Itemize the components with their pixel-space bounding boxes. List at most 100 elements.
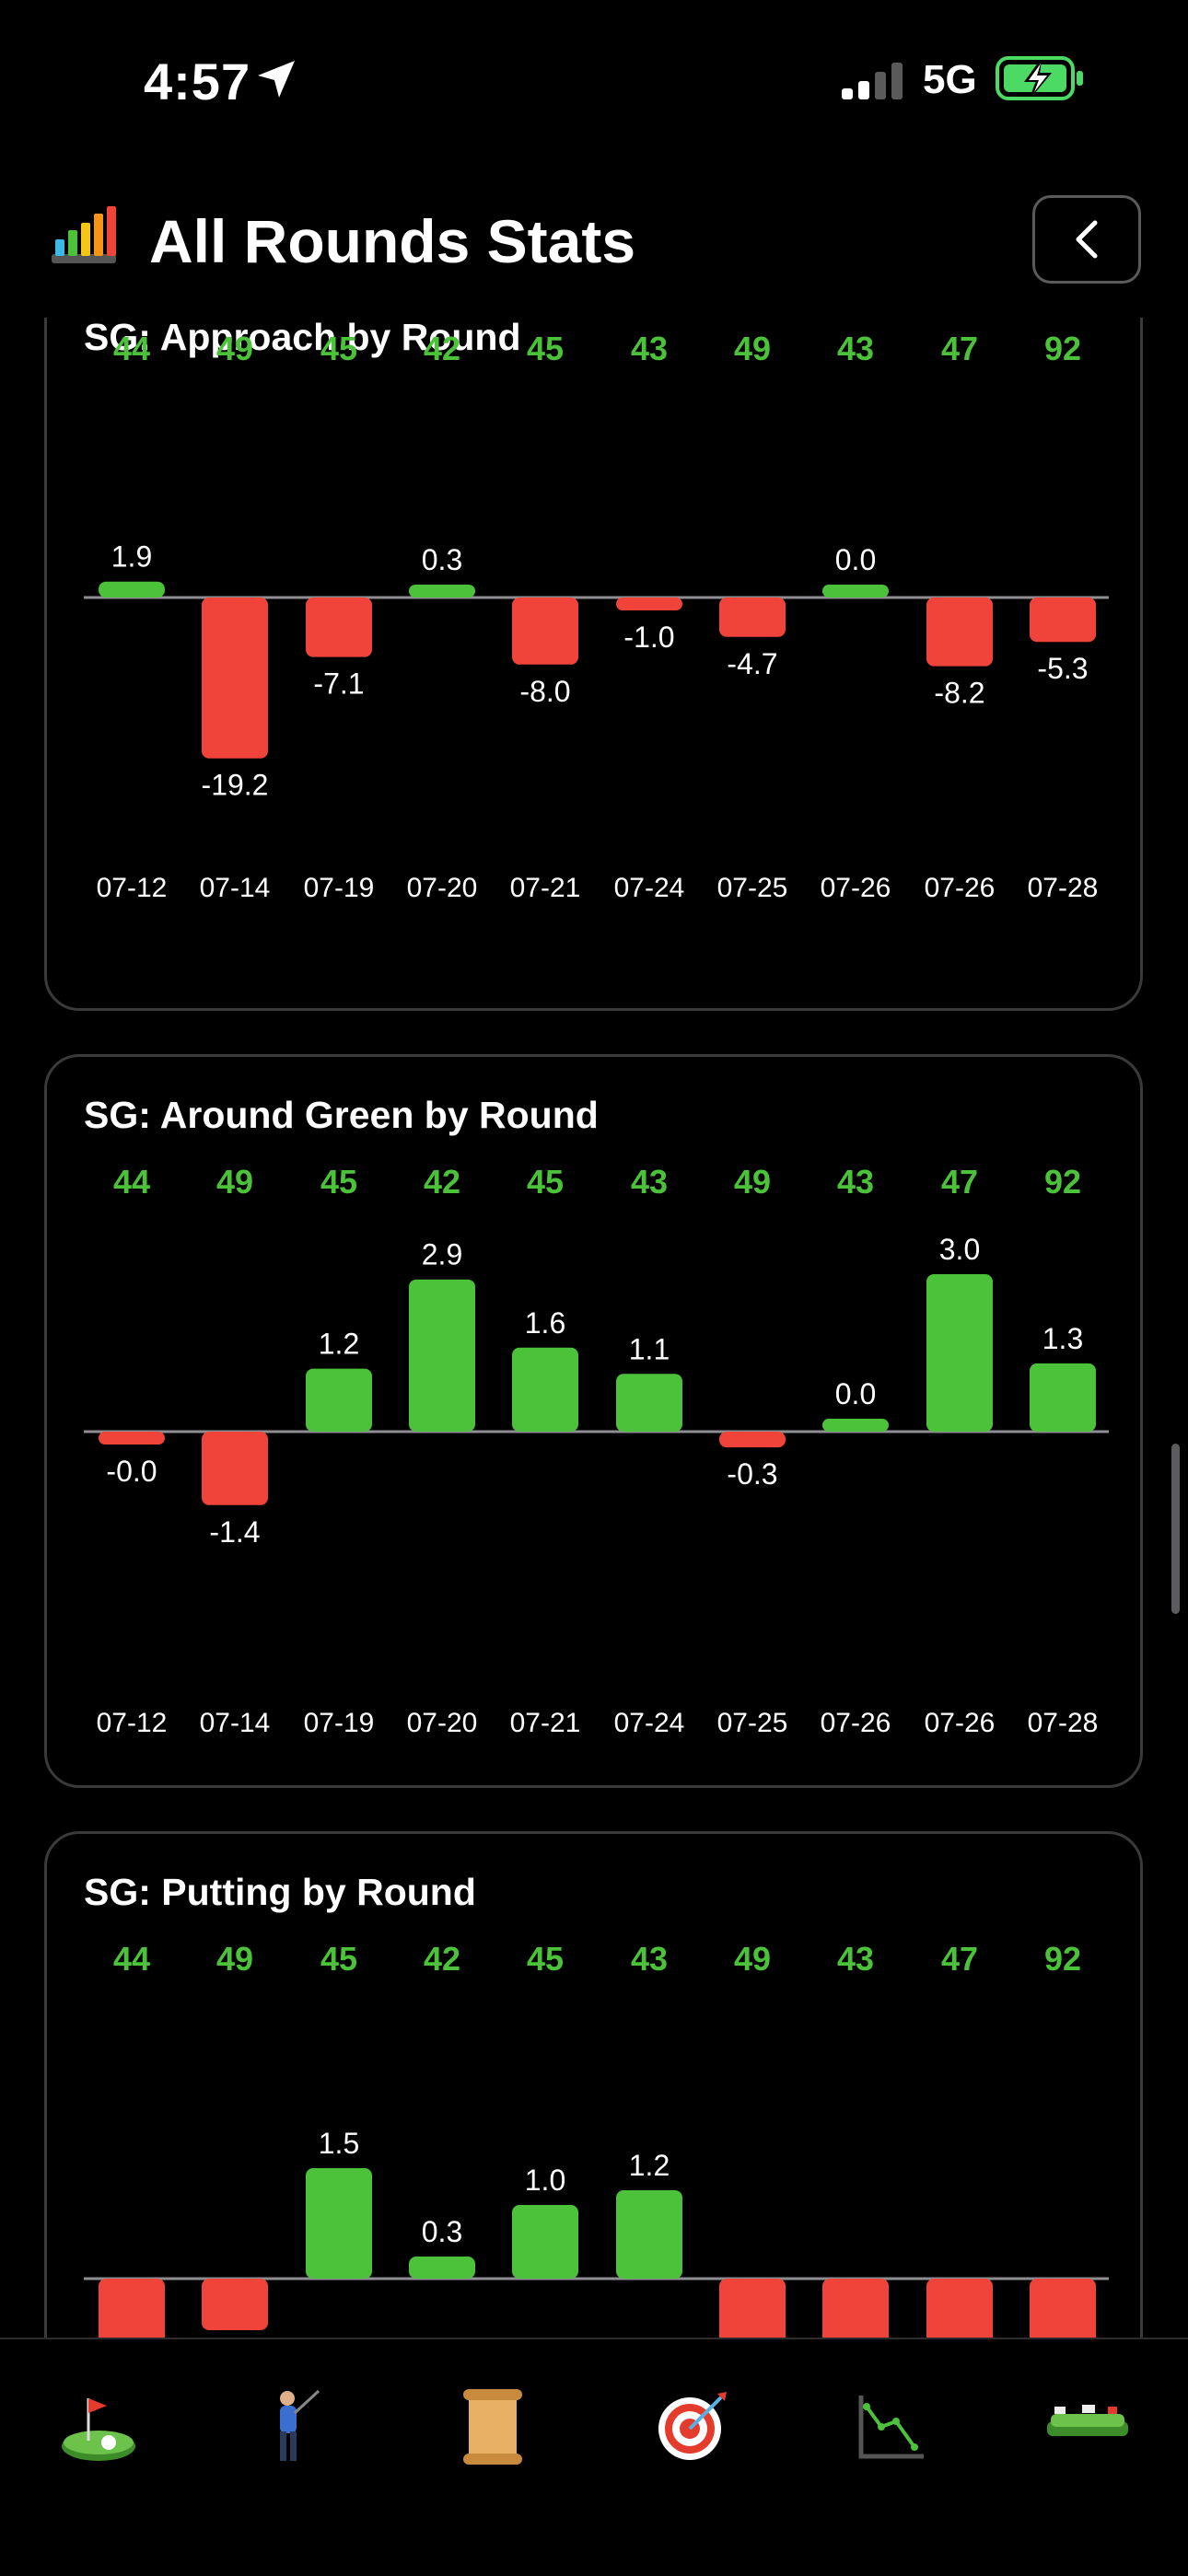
- round-score-label: 92: [1044, 1163, 1081, 1201]
- bar-value-label: -8.2: [934, 677, 984, 710]
- bar-value-label: 0.0: [835, 1377, 876, 1410]
- approach-chart-card: SG: Approach by Round 44 1.9 07-12 49 -19.2 0…: [44, 318, 1143, 1011]
- round-date-label: 07-26: [821, 1708, 891, 1738]
- bar: [202, 2279, 268, 2330]
- bar: [512, 1347, 578, 1432]
- tab-target[interactable]: [641, 2376, 742, 2477]
- tab-bar: [0, 2338, 1188, 2576]
- chevron-left-icon: [1076, 220, 1098, 259]
- bar: [616, 1374, 682, 1432]
- bar-value-label: -4.7: [727, 647, 777, 680]
- round-score-label: 47: [941, 1940, 978, 1978]
- round-date-label: 07-25: [717, 1708, 788, 1738]
- bar: [512, 2205, 578, 2279]
- bar-value-label: -0.3: [727, 1457, 777, 1491]
- bar-value-label: -5.3: [1037, 652, 1088, 685]
- target-icon: [658, 2392, 727, 2460]
- bar: [719, 598, 786, 637]
- cellular-signal-icon: [842, 63, 903, 99]
- bar: [926, 2279, 993, 2338]
- round-date-label: 07-28: [1028, 873, 1099, 903]
- tab-scorecard[interactable]: [442, 2376, 543, 2477]
- bar: [306, 598, 372, 657]
- bar-value-label: -1.4: [209, 1515, 260, 1549]
- trend-chart-icon: [858, 2396, 924, 2459]
- bar: [306, 2168, 372, 2279]
- round-date-label: 07-25: [717, 873, 788, 903]
- scroll-indicator[interactable]: [1171, 1444, 1180, 1614]
- bar-value-label: -7.1: [313, 667, 364, 701]
- battery-charging-icon: [996, 56, 1083, 100]
- round-score-label: 49: [734, 1163, 771, 1201]
- bar: [822, 1419, 889, 1432]
- bar: [409, 1279, 475, 1432]
- page-title: All Rounds Stats: [149, 207, 636, 275]
- bar-value-label: -19.2: [202, 769, 269, 802]
- round-score-label: 49: [216, 330, 253, 367]
- putting-green-table-icon: [1047, 2405, 1128, 2436]
- bar: [926, 1274, 993, 1432]
- back-button[interactable]: [1032, 195, 1141, 284]
- stats-scroll-area[interactable]: SG: Approach by Round 44 1.9 07-12 49 -19.2 0…: [0, 318, 1188, 2338]
- tab-trends[interactable]: [840, 2376, 941, 2477]
- round-date-label: 07-19: [304, 1708, 375, 1738]
- bar: [306, 1368, 372, 1432]
- round-score-label: 49: [734, 330, 771, 367]
- tab-course[interactable]: [48, 2376, 149, 2477]
- round-score-label: 47: [941, 1163, 978, 1201]
- bar: [99, 1432, 165, 1445]
- round-date-label: 07-12: [97, 873, 168, 903]
- bar-value-label: 1.2: [629, 2149, 670, 2182]
- round-date-label: 07-28: [1028, 1708, 1099, 1738]
- round-score-label: 42: [424, 1163, 460, 1201]
- bar: [409, 585, 475, 598]
- round-score-label: 49: [216, 1940, 253, 1978]
- chart-title: SG: Approach by Round: [84, 318, 521, 358]
- bar-value-label: -8.0: [519, 675, 570, 708]
- round-score-label: 44: [113, 1940, 150, 1978]
- golfer-icon: [280, 2389, 320, 2461]
- location-arrow-icon: [258, 61, 295, 98]
- tab-table[interactable]: [1037, 2376, 1138, 2477]
- bar: [822, 2279, 889, 2338]
- round-score-label: 43: [837, 1940, 874, 1978]
- bar: [99, 581, 165, 598]
- chart-title: SG: Putting by Round: [84, 1871, 476, 1913]
- bar-value-label: 1.1: [629, 1332, 670, 1365]
- round-score-label: 45: [320, 1940, 357, 1978]
- bar: [1030, 598, 1096, 643]
- round-date-label: 07-21: [510, 873, 581, 903]
- round-score-label: 43: [631, 1163, 668, 1201]
- around-green-chart-card: SG: Around Green by Round 44 -0.0 07-12 49 -…: [44, 1054, 1143, 1788]
- bar: [719, 2279, 786, 2338]
- round-date-label: 07-21: [510, 1708, 581, 1738]
- round-score-label: 43: [837, 1163, 874, 1201]
- round-date-label: 07-14: [200, 873, 271, 903]
- bar: [1030, 2279, 1096, 2338]
- bar: [202, 1432, 268, 1505]
- round-score-label: 43: [631, 330, 668, 367]
- bar-value-label: 2.9: [422, 1238, 462, 1271]
- round-score-label: 49: [216, 1163, 253, 1201]
- round-score-label: 42: [424, 1940, 460, 1978]
- round-score-label: 45: [527, 330, 564, 367]
- round-date-label: 07-26: [821, 873, 891, 903]
- round-score-label: 47: [941, 330, 978, 367]
- round-score-label: 45: [320, 330, 357, 367]
- bar: [409, 2257, 475, 2279]
- putting-chart-card: SG: Putting by Round 4449-0.7451.5420.34…: [44, 1831, 1143, 2338]
- round-score-label: 45: [527, 1940, 564, 1978]
- round-date-label: 07-19: [304, 873, 375, 903]
- round-score-label: 42: [424, 330, 460, 367]
- round-date-label: 07-26: [925, 1708, 996, 1738]
- round-score-label: 45: [527, 1163, 564, 1201]
- round-score-label: 92: [1044, 330, 1081, 367]
- round-score-label: 44: [113, 330, 150, 367]
- status-time: 4:57: [144, 52, 251, 110]
- tab-golfer[interactable]: [241, 2376, 343, 2477]
- bar: [99, 2279, 165, 2338]
- round-date-label: 07-24: [614, 1708, 685, 1738]
- around-green-bar-chart: 44 -0.0 07-12 49 -1.4 07-14 45 1.2 07-19 42 2.9 07-…: [84, 1163, 1109, 1738]
- bar-value-label: 1.6: [525, 1306, 565, 1340]
